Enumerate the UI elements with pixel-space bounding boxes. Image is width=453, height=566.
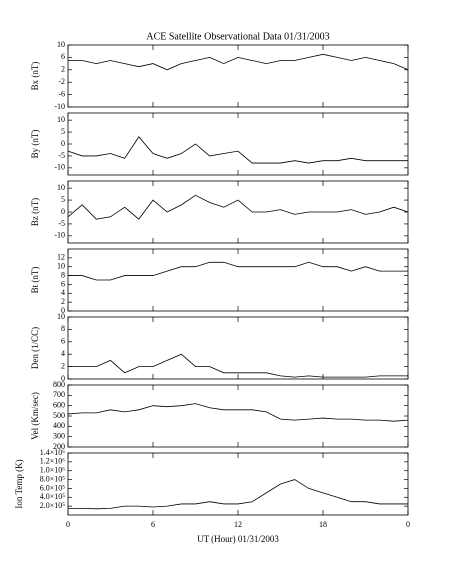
y-axis-label: Den (1/CC) (30, 327, 40, 369)
y-tick-label: 12 (57, 253, 65, 262)
x-tick-label: 18 (319, 520, 327, 529)
y-tick-label: -2 (58, 77, 65, 86)
y-tick-label: -5 (58, 151, 65, 160)
y-tick-label: 800 (53, 380, 65, 389)
y-tick-label: 2 (61, 361, 65, 370)
data-line (67, 403, 409, 422)
x-tick-label: 0 (406, 520, 410, 529)
y-tick-label: 10 (57, 262, 65, 271)
data-line (68, 479, 408, 510)
y-tick-label: 4 (61, 288, 65, 297)
y-tick-label: 1.4×10⁶ (40, 448, 66, 457)
x-axis-label: UT (Hour) 01/31/2003 (197, 534, 279, 544)
y-tick-label: 8.0×10⁵ (40, 474, 66, 483)
y-tick-label: 200 (53, 442, 65, 451)
y-axis-label: By (nT) (30, 130, 40, 159)
chart-title: ACE Satellite Observational Data 01/31/2… (146, 31, 329, 42)
y-tick-label: 10 (57, 115, 65, 124)
data-line (68, 53, 409, 71)
y-tick-label: 0 (61, 374, 65, 383)
data-line (67, 194, 409, 220)
x-tick-label: 0 (66, 520, 70, 529)
panel-frame (67, 44, 409, 108)
y-tick-label: 2 (61, 65, 65, 74)
panel-frame (67, 316, 409, 380)
y-tick-label: -10 (54, 102, 65, 111)
y-tick-label: 4.0×10⁵ (40, 492, 66, 501)
y-tick-label: 700 (53, 390, 65, 399)
y-tick-label: 6.0×10⁵ (40, 483, 66, 492)
y-axis-label: Vel (Km/sec) (30, 392, 40, 440)
y-tick-label: -10 (54, 231, 65, 240)
y-tick-label: 400 (53, 421, 65, 430)
y-tick-label: -10 (54, 163, 65, 172)
y-axis-label: Ion Temp (K) (14, 459, 24, 508)
panel-frame (67, 248, 409, 312)
data-line (68, 261, 408, 281)
y-tick-label: 4 (61, 349, 65, 358)
y-tick-label: 500 (53, 411, 65, 420)
data-line (67, 136, 408, 164)
y-tick-label: 0 (61, 207, 65, 216)
y-tick-label: -5 (58, 219, 65, 228)
y-axis-label: Bz (nT) (30, 198, 40, 226)
y-tick-label: 1.2×10⁶ (40, 457, 66, 466)
y-tick-label: 5 (61, 195, 65, 204)
data-line (68, 353, 408, 378)
y-tick-label: 8 (61, 324, 65, 333)
panel-frame (67, 452, 409, 516)
y-axis-label: Bx (nT) (30, 62, 40, 91)
y-tick-label: 8 (61, 270, 65, 279)
y-tick-label: 10 (57, 40, 65, 49)
y-tick-label: 6 (61, 52, 65, 61)
panel-frame (67, 112, 409, 176)
x-tick-label: 6 (151, 520, 155, 529)
y-tick-label: 300 (53, 431, 65, 440)
y-tick-label: 10 (57, 183, 65, 192)
y-tick-label: 5 (61, 127, 65, 136)
x-tick-label: 12 (234, 520, 242, 529)
y-tick-label: 0 (61, 139, 65, 148)
y-tick-label: 6 (61, 337, 65, 346)
y-tick-label: 2 (61, 297, 65, 306)
y-tick-label: 0 (61, 306, 65, 315)
y-axis-label: Bt (nT) (30, 267, 40, 294)
y-tick-label: 6 (61, 279, 65, 288)
y-tick-label: 600 (53, 400, 65, 409)
y-tick-label: 1.0×10⁶ (40, 466, 66, 475)
panel-frame (67, 384, 409, 448)
panel-frame (67, 180, 409, 244)
y-tick-label: 10 (57, 312, 65, 321)
y-tick-label: 2.0×10⁵ (40, 501, 66, 510)
y-tick-label: -6 (58, 89, 65, 98)
